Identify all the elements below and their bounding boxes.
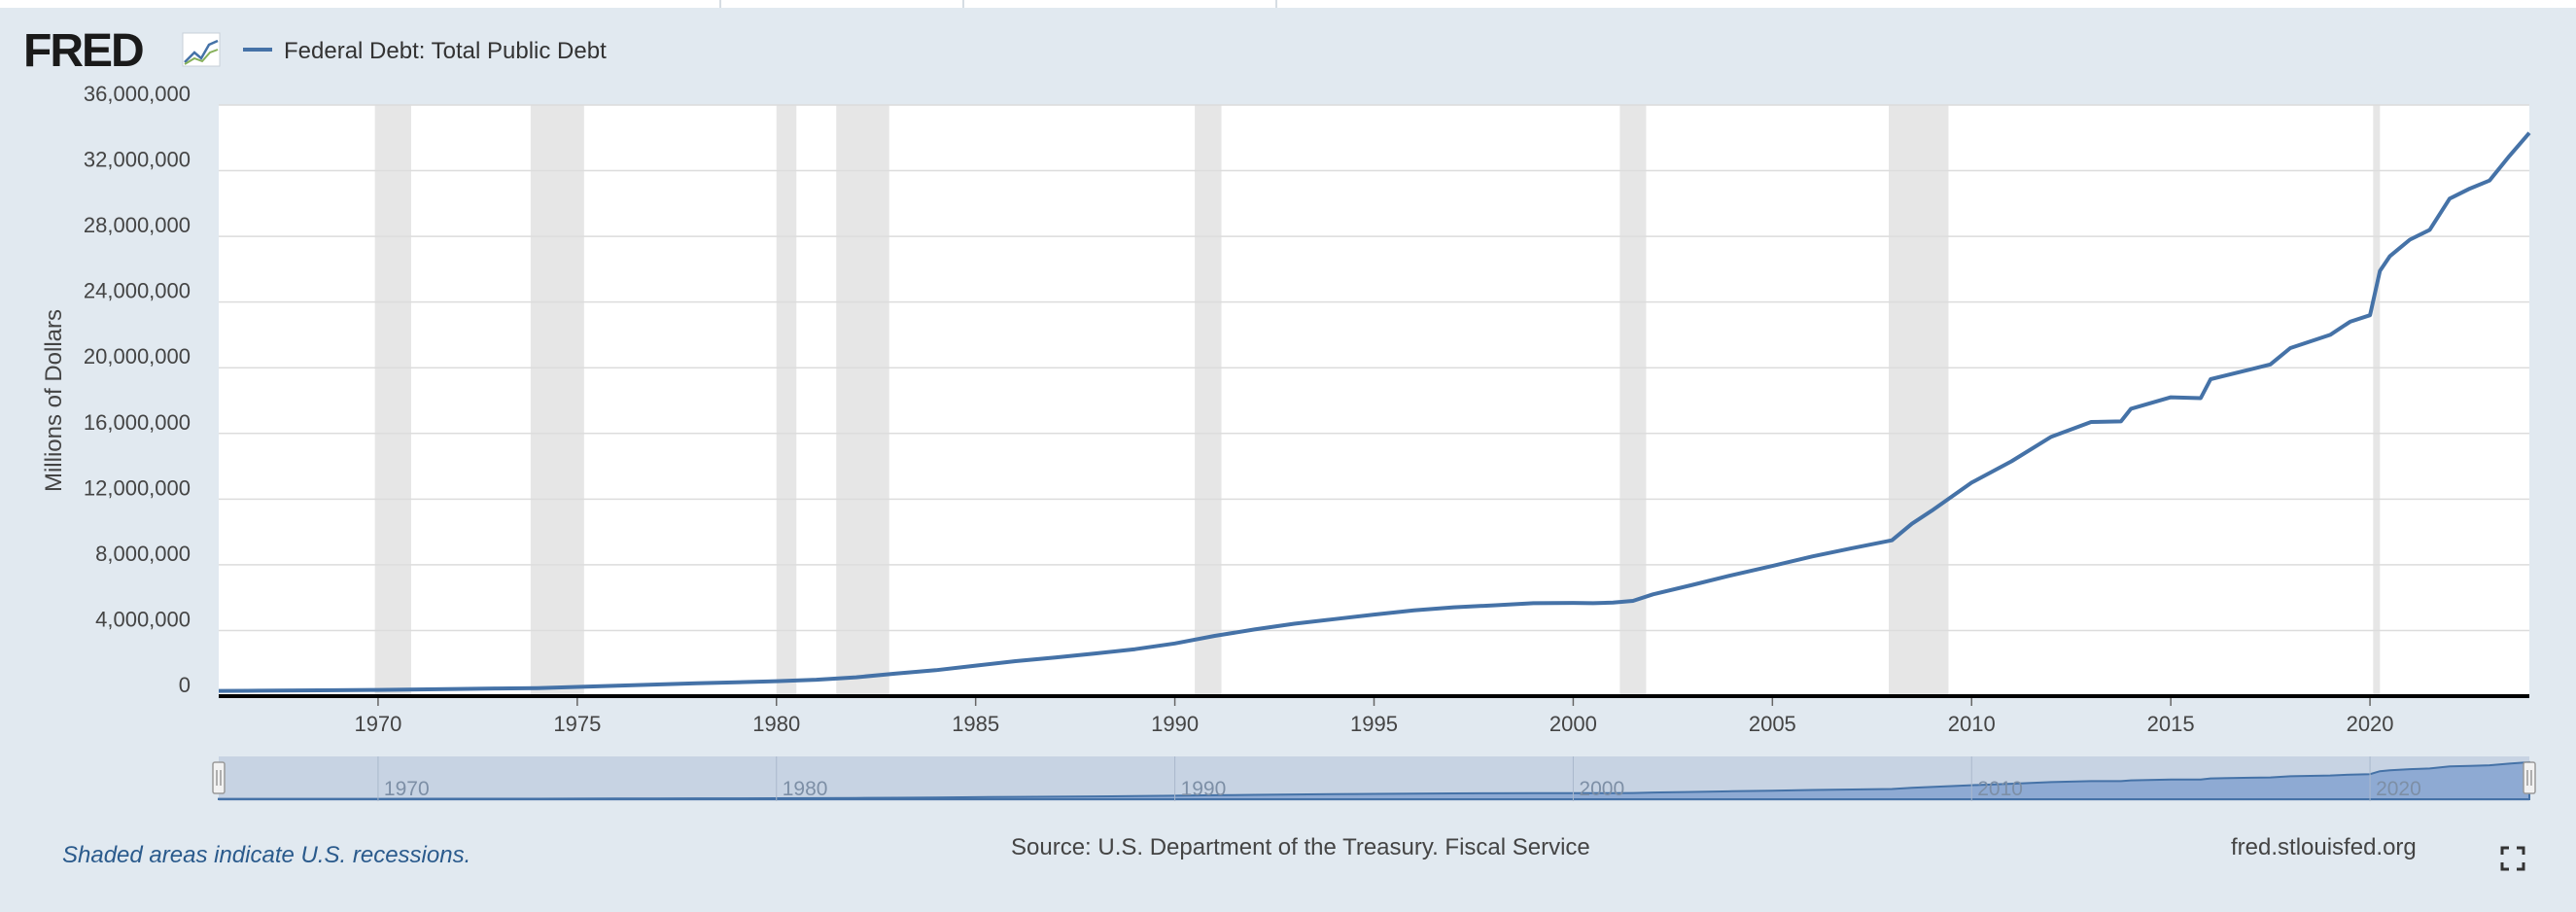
navigator-ticks: 1970 1980 1990 2000 2010 2020 xyxy=(377,756,2421,801)
fred-logo[interactable]: FRED xyxy=(23,25,145,77)
y-tick-label: 20,000,000 xyxy=(84,344,191,368)
y-tick-label: 8,000,000 xyxy=(95,542,191,566)
recession-band xyxy=(2373,105,2381,696)
legend-label[interactable]: Federal Debt: Total Public Debt xyxy=(284,38,607,64)
recession-band xyxy=(1888,105,1949,696)
series-line-federal-debt[interactable] xyxy=(218,131,2531,693)
navigator-tick-label: 2000 xyxy=(1579,778,1624,800)
navigator-handle-icon[interactable] xyxy=(2523,761,2536,794)
y-axis-label: Millions of Dollars xyxy=(41,309,67,492)
y-tick-label: 0 xyxy=(179,673,191,697)
recession-band xyxy=(1619,105,1647,696)
tab-divider xyxy=(962,0,964,8)
x-tick-label: 2000 xyxy=(1549,712,1597,736)
y-tick-label: 24,000,000 xyxy=(84,279,191,303)
x-tick-label: 1970 xyxy=(354,712,401,736)
plot-area xyxy=(219,105,2529,696)
recession-band xyxy=(1195,105,1222,696)
x-tick-label: 2015 xyxy=(2147,712,2195,736)
y-tick-label: 4,000,000 xyxy=(95,607,191,631)
navigator-tick-label: 2020 xyxy=(2376,778,2421,800)
x-tick-label: 2020 xyxy=(2347,712,2394,736)
x-tick-label: 1990 xyxy=(1151,712,1199,736)
fullscreen-icon[interactable] xyxy=(2500,846,2525,871)
source-note: Source: U.S. Department of the Treasury.… xyxy=(1011,834,1590,860)
y-tick-label: 32,000,000 xyxy=(84,148,191,172)
navigator-handle-icon[interactable] xyxy=(212,761,226,794)
x-tick-label: 2010 xyxy=(1948,712,1996,736)
recession-band xyxy=(776,105,797,696)
recession-band xyxy=(836,105,889,696)
x-tick-label: 1980 xyxy=(752,712,800,736)
tab-divider xyxy=(719,0,721,8)
site-link[interactable]: fred.stlouisfed.org xyxy=(2231,834,2417,860)
y-tick-label: 28,000,000 xyxy=(84,213,191,237)
navigator-tick-label: 1990 xyxy=(1181,778,1227,800)
x-tick-label: 2005 xyxy=(1749,712,1796,736)
fred-graph-icon xyxy=(182,32,221,67)
y-tick-label: 36,000,000 xyxy=(84,82,191,106)
navigator-tick-label: 1970 xyxy=(384,778,430,800)
tab-divider xyxy=(1275,0,1277,8)
navigator-tick-label: 1980 xyxy=(783,778,828,800)
recession-band xyxy=(374,105,411,696)
recession-note: Shaded areas indicate U.S. recessions. xyxy=(62,842,471,868)
recession-bands xyxy=(374,105,2381,696)
navigator-series-area xyxy=(218,760,2530,800)
x-tick-label: 1995 xyxy=(1350,712,1398,736)
x-tick-label: 1985 xyxy=(952,712,999,736)
y-tick-label: 16,000,000 xyxy=(84,410,191,435)
gridlines xyxy=(219,104,2529,632)
recession-band xyxy=(530,105,584,696)
y-tick-label: 12,000,000 xyxy=(84,475,191,500)
navigator-tick-label: 2010 xyxy=(1977,778,2023,800)
y-axis-ticks: 0 4,000,000 8,000,000 12,000,000 16,000,000 2… xyxy=(84,82,191,697)
x-tick-label: 1975 xyxy=(553,712,601,736)
x-axis-ticks: 1970 1975 1980 1985 1990 1995 2000 2005 2010 2015… xyxy=(354,696,2394,736)
top-tab-strip xyxy=(0,0,2576,8)
